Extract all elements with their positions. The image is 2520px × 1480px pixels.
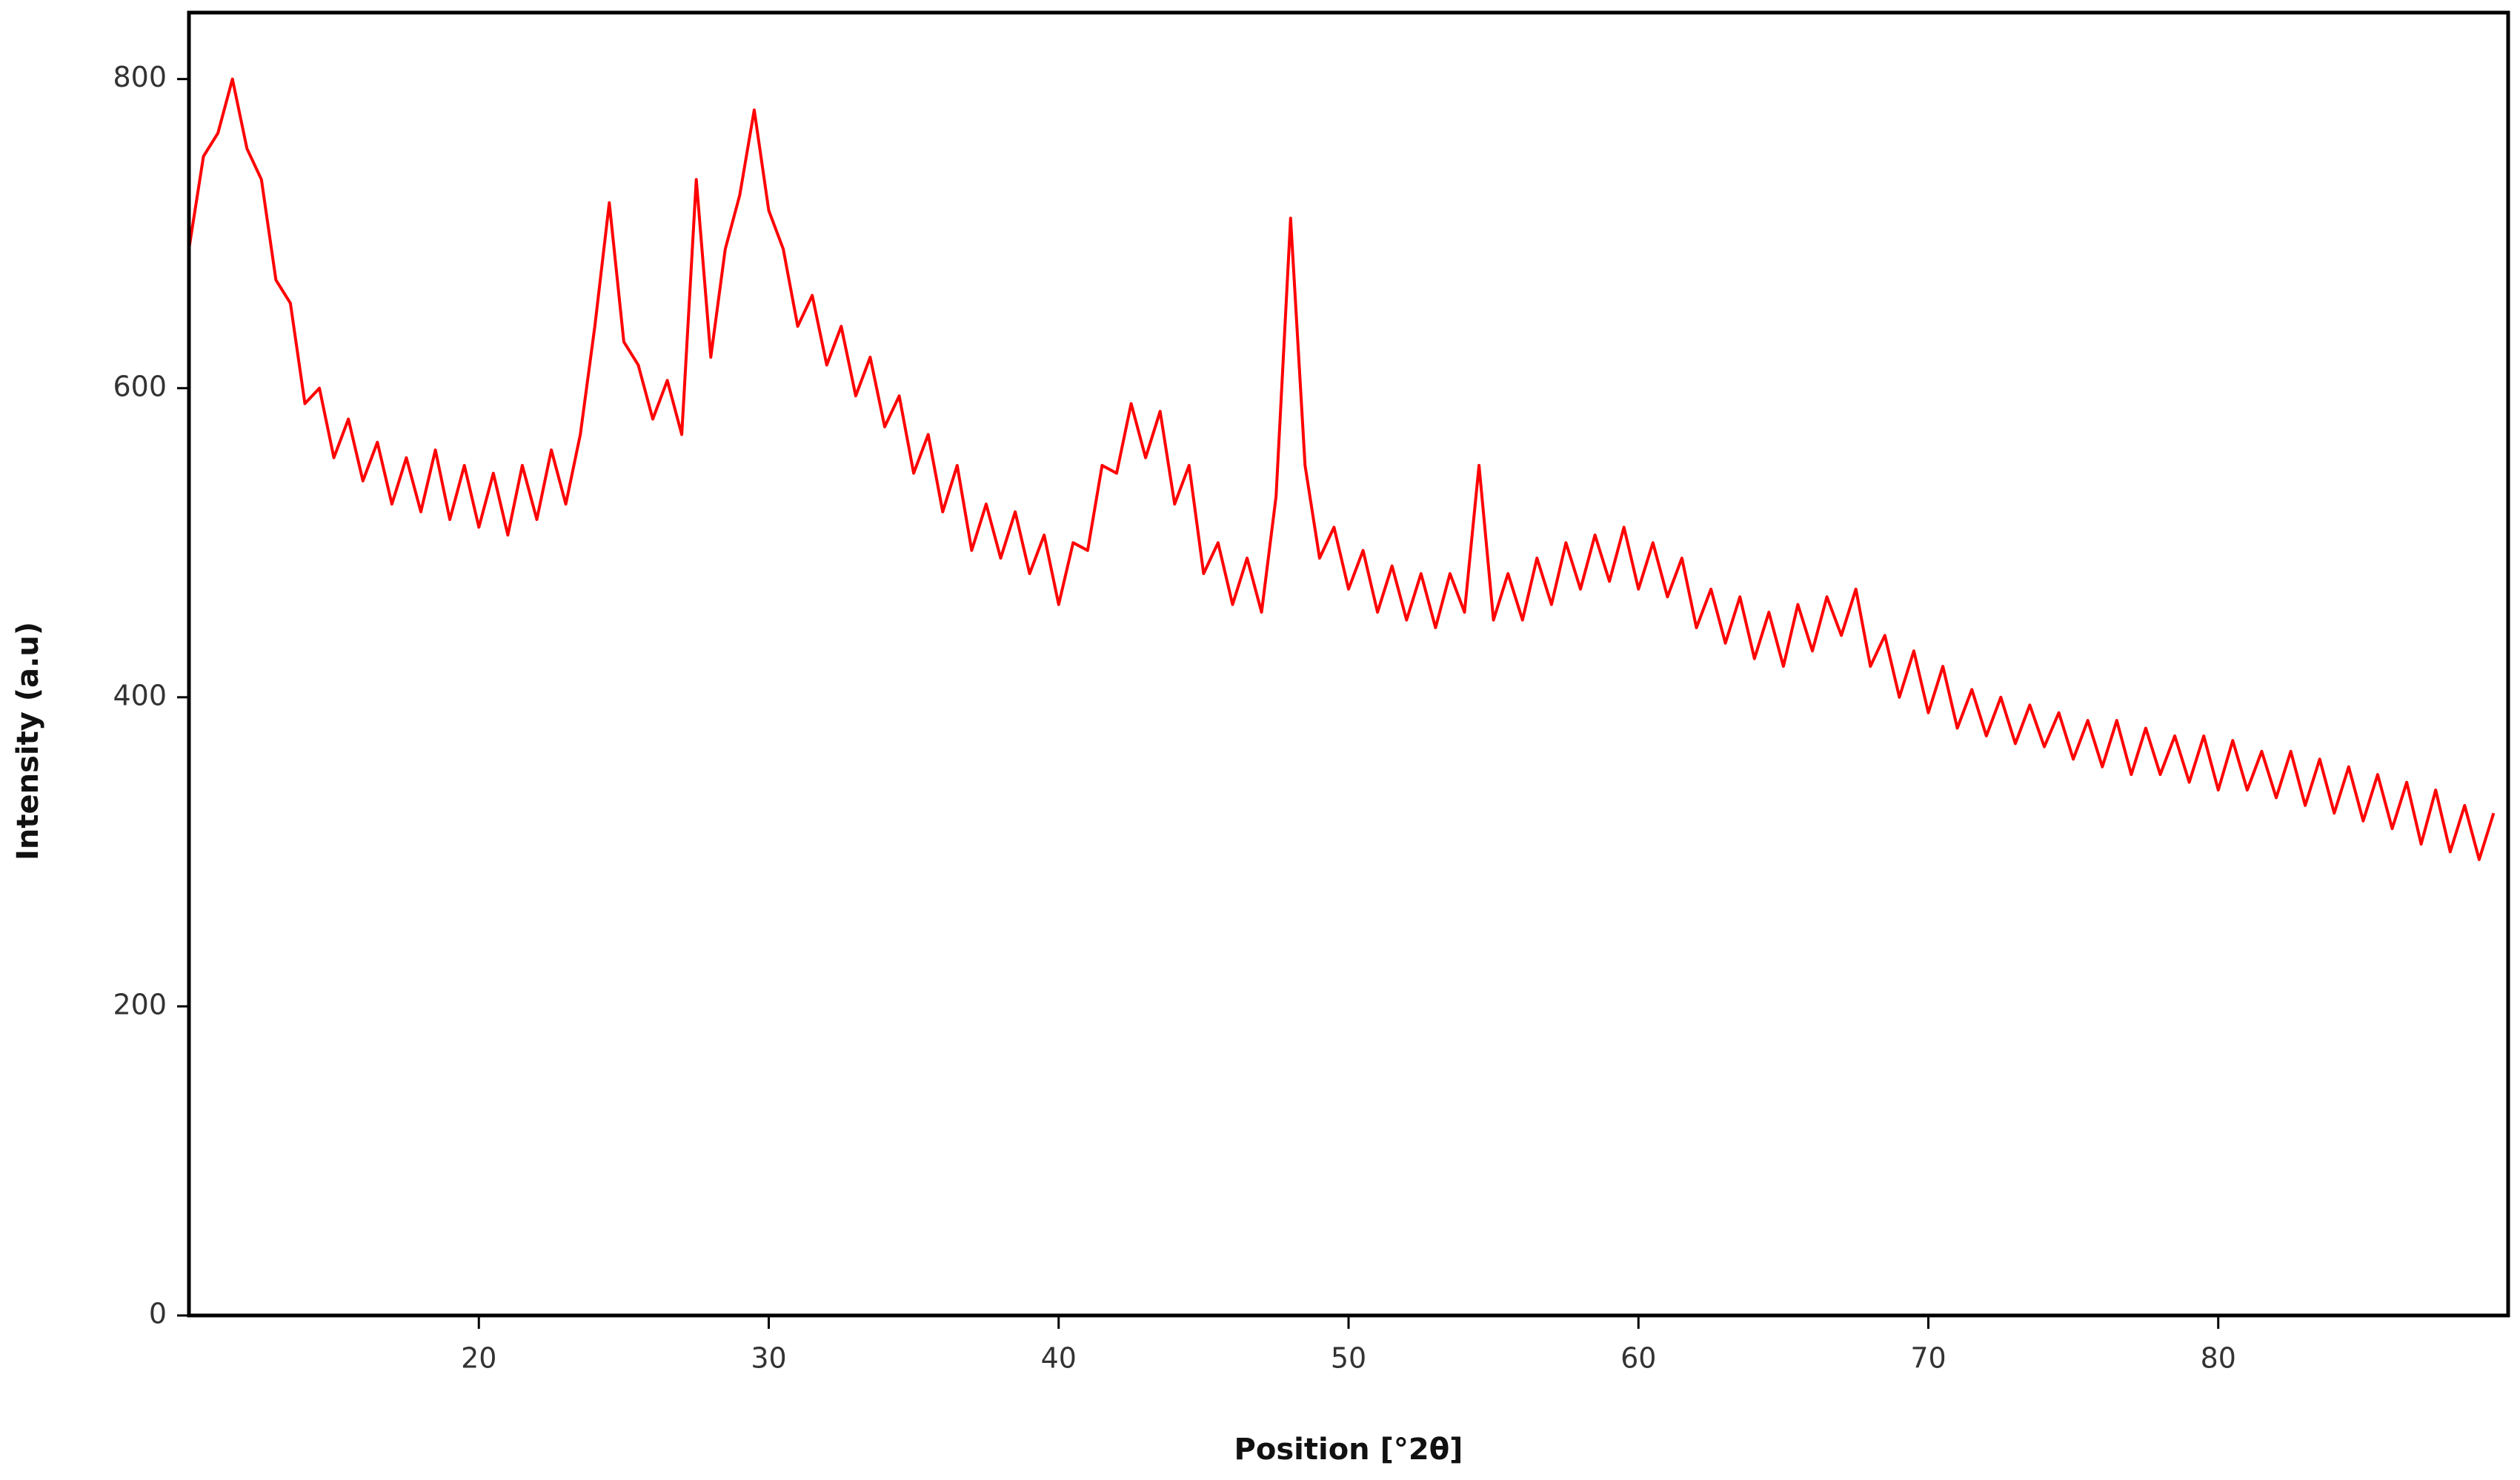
x-tick-label: 60 — [1620, 1342, 1656, 1375]
x-tick-label: 70 — [1910, 1342, 1946, 1375]
data-line — [187, 77, 2496, 861]
x-tick-label: 80 — [2201, 1342, 2236, 1375]
x-tick-label: 40 — [1041, 1342, 1077, 1375]
y-tick-label: 200 — [113, 988, 167, 1021]
x-axis-title: Position [°2θ] — [1234, 1433, 1463, 1467]
y-tick-label: 400 — [113, 679, 167, 711]
x-tick-label: 50 — [1331, 1342, 1366, 1375]
y-tick-label: 800 — [113, 61, 167, 93]
y-axis-title: Intensity (a.u) — [11, 622, 45, 860]
y-tick-label: 0 — [149, 1298, 167, 1330]
y-tick-label: 600 — [113, 370, 167, 402]
plot-frame — [187, 10, 2510, 1318]
x-tick-label: 20 — [461, 1342, 496, 1375]
x-tick-label: 30 — [751, 1342, 786, 1375]
